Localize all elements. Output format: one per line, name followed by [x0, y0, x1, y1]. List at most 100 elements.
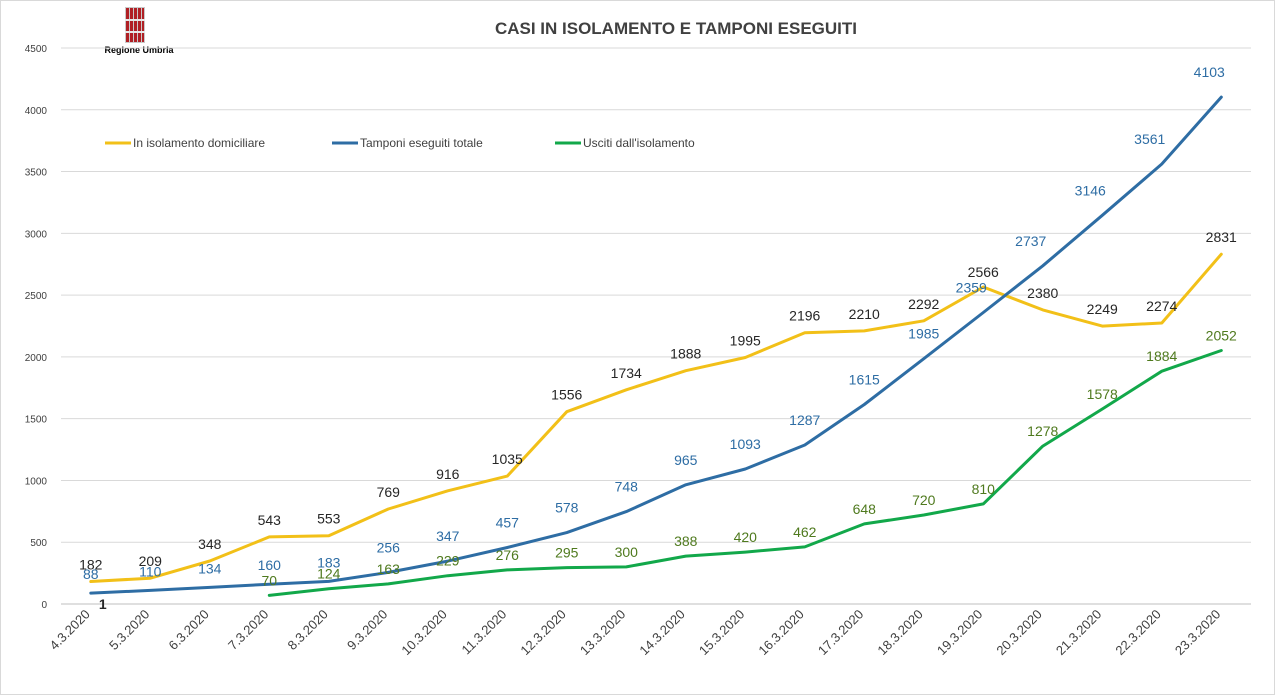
data-label: 2292 [908, 296, 939, 312]
data-label: 553 [317, 511, 341, 527]
chart-title: CASI IN ISOLAMENTO E TAMPONI ESEGUITI [495, 19, 857, 38]
x-tick-label: 7.3.2020 [225, 607, 271, 653]
x-tick-label: 10.3.2020 [398, 607, 450, 659]
data-label: 543 [258, 512, 282, 528]
data-label: 1578 [1087, 386, 1118, 402]
x-tick-label: 21.3.2020 [1053, 607, 1105, 659]
data-label: 1985 [908, 326, 939, 342]
x-tick-label: 11.3.2020 [459, 607, 510, 658]
x-tick-label: 17.3.2020 [815, 607, 867, 659]
series-line [267, 349, 1223, 597]
x-tick-label: 23.3.2020 [1172, 607, 1224, 659]
data-label: 88 [83, 566, 99, 582]
x-tick-label: 6.3.2020 [165, 607, 211, 653]
data-label: 1888 [670, 346, 701, 362]
y-tick-label: 1500 [25, 415, 48, 426]
data-label: 1884 [1146, 348, 1177, 364]
legend-label: Tamponi eseguiti totale [360, 136, 483, 150]
data-label: 578 [555, 500, 579, 516]
y-tick-label: 3000 [25, 229, 48, 240]
data-label: 70 [261, 572, 277, 588]
legend-label: Usciti dall'isolamento [583, 136, 695, 150]
data-label: 256 [377, 539, 401, 555]
data-label: 3561 [1134, 131, 1165, 147]
data-label: 1278 [1027, 423, 1058, 439]
data-label: 134 [198, 560, 222, 576]
y-tick-label: 2000 [25, 353, 48, 364]
data-label: 3146 [1075, 182, 1106, 198]
series-line [89, 95, 1223, 595]
data-label: 748 [615, 479, 639, 495]
data-label: 2274 [1146, 298, 1177, 314]
data-label: 183 [317, 554, 341, 570]
y-tick-label: 0 [41, 600, 47, 611]
data-label: 420 [734, 529, 758, 545]
data-label: 2052 [1206, 327, 1237, 343]
data-label: 1287 [789, 412, 820, 428]
data-label: 916 [436, 466, 460, 482]
data-label: 1093 [730, 436, 761, 452]
data-label: 388 [674, 533, 698, 549]
annotation-label: 1 [99, 596, 107, 612]
data-label: 160 [258, 557, 282, 573]
x-tick-label: 12.3.2020 [517, 607, 569, 659]
x-tick-label: 14.3.2020 [636, 607, 688, 659]
data-label: 2210 [849, 306, 880, 322]
data-label: 2831 [1206, 229, 1237, 245]
data-label: 2359 [956, 280, 987, 296]
x-tick-label: 8.3.2020 [284, 607, 330, 653]
data-label: 295 [555, 545, 579, 561]
data-label: 648 [853, 501, 877, 517]
y-tick-label: 500 [30, 538, 47, 549]
data-label: 1556 [551, 387, 582, 403]
data-label: 300 [615, 544, 639, 560]
data-label: 769 [377, 484, 401, 500]
data-label: 1035 [492, 451, 523, 467]
data-label: 276 [496, 547, 520, 563]
data-label: 347 [436, 528, 460, 544]
data-label: 124 [317, 566, 341, 582]
y-tick-label: 4500 [25, 44, 48, 55]
y-tick-label: 4000 [25, 106, 48, 117]
x-tick-label: 19.3.2020 [934, 607, 986, 659]
x-tick-label: 4.3.2020 [46, 607, 92, 653]
x-tick-label: 13.3.2020 [577, 607, 629, 659]
x-tick-label: 18.3.2020 [874, 607, 926, 659]
data-label: 1995 [730, 333, 761, 349]
data-label: 348 [198, 536, 222, 552]
data-label: 4103 [1194, 64, 1225, 80]
y-tick-label: 3500 [25, 168, 48, 179]
data-label: 1615 [849, 371, 880, 387]
x-tick-label: 15.3.2020 [696, 607, 748, 659]
data-label: 1734 [611, 365, 642, 381]
x-tick-label: 9.3.2020 [344, 607, 390, 653]
data-label: 965 [674, 452, 698, 468]
data-label: 462 [793, 524, 817, 540]
series-line [89, 252, 1223, 583]
x-tick-label: 20.3.2020 [993, 607, 1045, 659]
data-label: 182 [79, 557, 103, 573]
regione-umbria-logo: Regione Umbria [101, 7, 177, 57]
data-label: 720 [912, 492, 936, 508]
y-tick-label: 2500 [25, 291, 48, 302]
data-label: 209 [139, 553, 163, 569]
legend-label: In isolamento domiciliare [133, 136, 265, 150]
x-tick-label: 5.3.2020 [106, 607, 152, 653]
x-tick-label: 22.3.2020 [1112, 607, 1164, 659]
data-label: 229 [436, 553, 460, 569]
data-label: 163 [377, 561, 401, 577]
data-label: 2380 [1027, 285, 1058, 301]
data-label: 810 [972, 481, 996, 497]
x-tick-label: 16.3.2020 [755, 607, 807, 659]
data-label: 2566 [968, 264, 999, 280]
data-label: 2196 [789, 308, 820, 324]
data-label: 457 [496, 515, 520, 531]
regione-umbria-emblem-icon [125, 7, 145, 43]
data-label: 2249 [1087, 301, 1118, 317]
data-label: 110 [139, 563, 162, 579]
y-tick-label: 1000 [25, 476, 48, 487]
data-label: 2737 [1015, 233, 1046, 249]
logo-label: Regione Umbria [104, 45, 174, 55]
